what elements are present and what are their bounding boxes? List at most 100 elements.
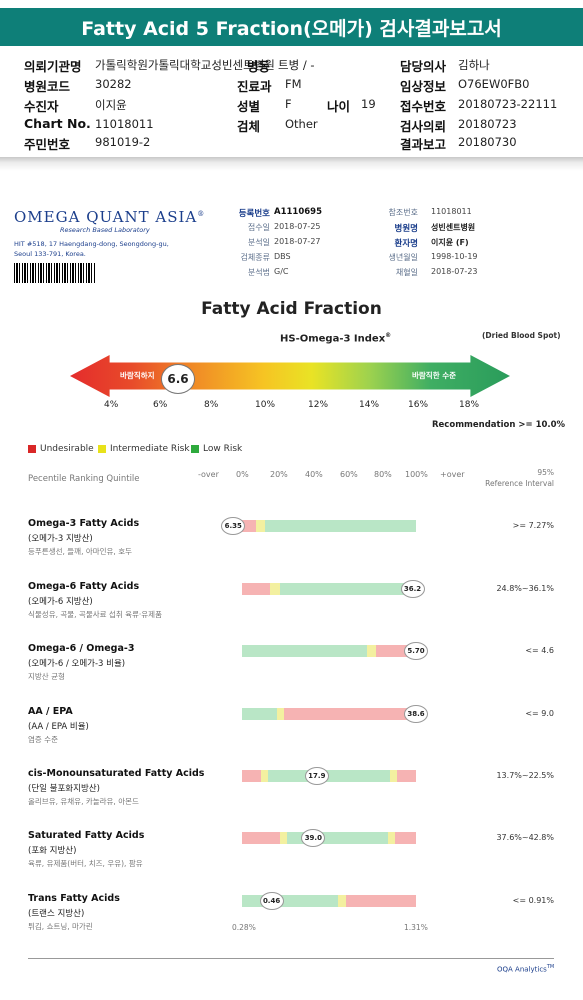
row-note: 육류, 유제품(버터, 치즈, 우유), 팜유 [28,859,143,868]
row-subtitle: (포화 지방산) [28,846,77,856]
legend-intermediate-label: Intermediate Risk [110,444,190,454]
bar-segment-red [242,832,281,844]
patient-name-label: 환자명 [394,239,418,249]
percentile-tick: 20% [270,470,288,479]
bar-segment-green [242,645,368,657]
legend-low-swatch [191,445,199,453]
request-value: 20180723 [458,117,517,131]
bar-segment-green [280,583,406,595]
age-label: 나이 [327,99,351,114]
arrow-left-text: 바람직하지 [120,371,155,380]
lab-address: HIT #518, 17 Haengdang-dong, Seongdong-g… [14,240,169,258]
section-divider [0,157,583,171]
footer-line [28,958,554,959]
request-label: 검사의뢰 [400,119,447,134]
percentile-tick: 40% [305,470,323,479]
report-date-label: 결과보고 [400,137,447,152]
bar-value-marker: 38.6 [404,705,428,723]
row-reference: >= 7.27% [512,521,554,530]
bar-value-marker: 0.46 [259,892,284,910]
lab-logo-text: OMEGA QUANT ASIA [14,208,198,226]
row-note: 튀김, 쇼트닝, 마가린 [28,922,93,931]
bar-segment-green [264,520,416,532]
bar-segment-yellow [269,583,281,595]
percentile-bar [242,520,416,532]
clinical-label: 임상정보 [400,79,447,94]
row-title: Omega-6 / Omega-3 [28,643,135,654]
bar-value-marker: 17.9 [304,767,329,785]
footer-brand: OQA AnalyticsTM [497,964,554,973]
percentile-bar [242,708,416,720]
percentile-tick: -over [198,470,219,479]
bar-value-marker: 36.2 [400,580,425,598]
clinical-value: O76EW0FB0 [458,77,530,91]
doctor-label: 담당의사 [400,59,447,74]
dried-blood-spot: (Dried Blood Spot) [482,331,561,340]
row-title: AA / EPA [28,706,73,717]
chart-no-label: Chart No. [24,116,91,131]
row-title: Saturated Fatty Acids [28,830,145,841]
axis-bottom-left: 0.28% [232,923,256,932]
row-reference: <= 4.6 [525,646,554,655]
fatty-acid-fraction-title: Fatty Acid Fraction [201,299,382,319]
omega-index-tick: 16% [408,400,429,410]
bar-value-marker: 39.0 [301,829,326,847]
report-sheet [14,176,569,986]
bar-segment-green [268,770,390,782]
ward-value: 트병 / - [278,58,315,72]
bar-value-marker: 6.35 [221,517,246,535]
reference-interval-pct: 95% [537,468,554,477]
barcode [14,263,96,283]
row-subtitle: (오메가-3 지방산) [28,534,93,544]
dept-label: 진료과 [237,79,272,94]
hs-omega-index-text: HS-Omega-3 Index [280,333,386,345]
specimen-label: 검체 [237,119,261,134]
row-reference: 37.6%~42.8% [496,833,554,842]
row-subtitle: (AA / EPA 비율) [28,722,89,732]
reg-no-label: 등록번호 [238,209,270,219]
percentile-bar [242,645,416,657]
omega-index-arrow [70,355,510,397]
legend-intermediate-swatch [98,445,106,453]
percentile-bar [242,583,416,595]
row-reference: <= 9.0 [525,709,554,718]
bar-segment-yellow [367,645,376,657]
footer-brand-text: OQA Analytics [497,965,547,974]
row-reference: <= 0.91% [512,896,554,905]
hospital-label: 의뢰기관명 [24,59,82,74]
row-subtitle: (오메가-6 / 오메가-3 비율) [28,659,126,669]
ref-no-value: 11018011 [431,207,472,216]
hospital-value: 가톨릭학원가톨릭대학교성빈센트병원 [95,58,275,72]
omega-index-tick: 8% [204,400,219,410]
analysis-date-value: 2018-07-27 [274,237,321,246]
bar-segment-yellow [388,832,396,844]
chart-no-value: 11018011 [95,117,154,131]
legend-undesirable-swatch [28,445,36,453]
axis-bottom-right: 1.31% [404,923,428,932]
bar-segment-red [395,832,416,844]
row-subtitle: (트랜스 지방산) [28,909,85,919]
row-note: 등푸른생선, 들깨, 아마인유, 호두 [28,547,133,556]
bar-segment-red [396,770,416,782]
doctor-value: 김하나 [458,58,490,72]
footer-tm: TM [546,964,555,970]
bar-segment-yellow [280,832,288,844]
age-value: 19 [361,97,376,111]
bar-segment-red [242,583,270,595]
collection-value: 2018-07-23 [431,267,478,276]
ssn-value: 981019-2 [95,135,151,149]
row-title: cis-Monounsaturated Fatty Acids [28,768,205,779]
bar-segment-yellow [389,770,397,782]
percentile-tick: 100% [405,470,428,479]
code-value: 30282 [95,77,132,91]
ward-label: 병동 [247,59,271,74]
method-value: G/C [274,267,289,276]
legend-undesirable-label: Undesirable [40,444,94,454]
bar-segment-red [242,520,256,532]
legend-undesirable: Undesirable [28,444,94,454]
sex-label: 성별 [237,99,261,114]
patient-info: 의뢰기관명 가톨릭학원가톨릭대학교성빈센트병원 병동 트병 / - 담당의사 김… [0,52,583,156]
hs-omega-index-title: HS-Omega-3 Index® [280,332,391,344]
reference-interval-header: 95% Reference Interval [474,467,554,489]
bar-segment-yellow [337,895,347,907]
